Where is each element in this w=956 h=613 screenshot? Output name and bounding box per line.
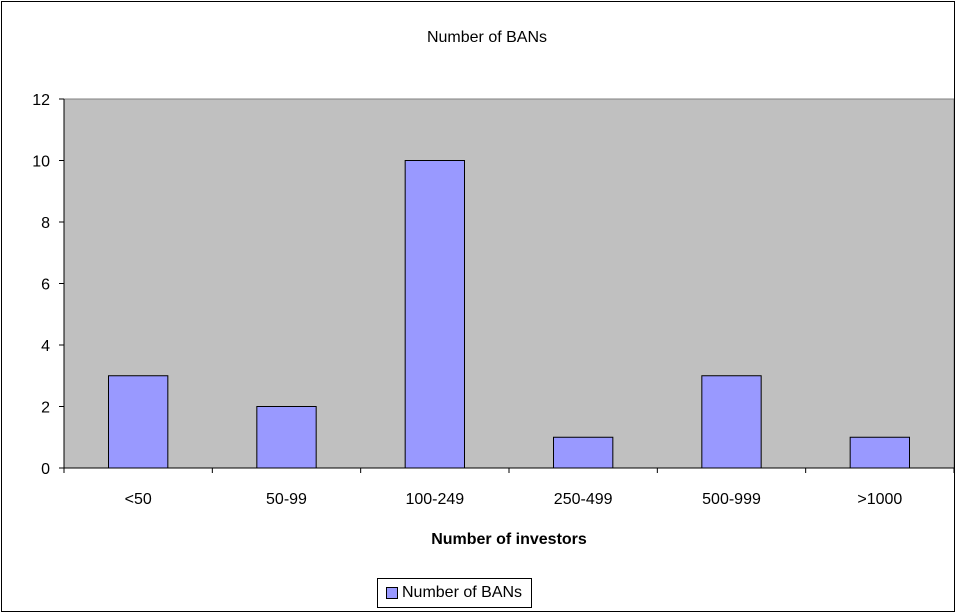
- y-axis: 0 2 4 6 8 10 12: [32, 92, 65, 478]
- bar: [404, 160, 465, 469]
- plot-area: [63, 98, 954, 469]
- legend-swatch: [386, 587, 398, 599]
- bar: [701, 375, 762, 469]
- x-tick-label: 100-249: [405, 491, 464, 508]
- x-tick-label: 500-999: [702, 491, 761, 508]
- y-tick-label: 6: [41, 277, 50, 294]
- y-tick-label: 0: [41, 461, 50, 478]
- chart-title: Number of BANs: [427, 29, 547, 46]
- y-tick-label: 8: [41, 215, 50, 232]
- bar-series: [108, 160, 911, 469]
- y-tick-label: 2: [41, 400, 50, 417]
- x-tick-label: >1000: [857, 491, 902, 508]
- x-tick-label: 250-499: [554, 491, 613, 508]
- y-tick-label: 12: [32, 92, 50, 109]
- x-axis: <50 50-99 100-249 250-499 500-999 >1000: [63, 467, 954, 508]
- legend-label: Number of BANs: [402, 584, 523, 601]
- bar: [849, 436, 911, 469]
- x-tick-label: <50: [125, 491, 152, 508]
- x-tick-label: 50-99: [266, 491, 307, 508]
- x-axis-title: Number of investors: [431, 531, 587, 548]
- y-tick-label: 4: [41, 338, 50, 355]
- bar: [256, 406, 317, 469]
- bar: [553, 436, 614, 469]
- legend: Number of BANs: [377, 578, 533, 608]
- y-tick-label: 10: [32, 154, 50, 171]
- bar: [108, 375, 169, 469]
